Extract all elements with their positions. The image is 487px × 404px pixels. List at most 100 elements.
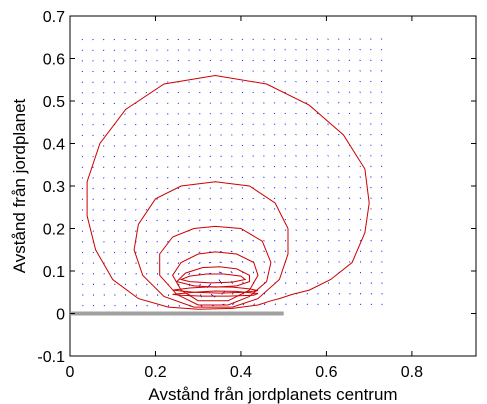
vector-field (81, 38, 383, 307)
field-arrow (348, 91, 351, 93)
x-axis-ticks: 0 0.2 0.4 0.6 0.8 (66, 16, 423, 381)
field-arrow (305, 144, 308, 146)
field-arrow (274, 250, 276, 253)
field-arrow (167, 251, 169, 254)
field-arrow (380, 91, 383, 93)
field-arrow (177, 230, 180, 232)
field-arrow (380, 38, 383, 40)
field-arrow (348, 102, 351, 104)
x-tick-label: 0 (66, 364, 75, 381)
field-arrow (134, 134, 137, 136)
field-arrow (81, 113, 84, 115)
field-arrow (316, 165, 319, 168)
field-arrow (380, 112, 383, 115)
field-arrow (348, 123, 351, 125)
field-arrow (338, 208, 340, 210)
field-arrow (327, 176, 329, 178)
y-tick-label: 0.4 (43, 137, 65, 154)
field-arrow (92, 70, 94, 73)
field-arrow (305, 102, 308, 104)
field-arrow (92, 124, 94, 126)
field-arrow (295, 218, 297, 221)
y-tick-label: 0.2 (43, 222, 65, 239)
field-arrow (295, 144, 297, 146)
field-arrow (81, 219, 84, 222)
field-arrow (102, 92, 105, 94)
field-arrow (135, 187, 137, 190)
field-arrow (327, 80, 329, 83)
field-arrow (124, 113, 126, 115)
field-arrow (113, 187, 116, 190)
field-arrow (188, 272, 191, 276)
field-arrow (177, 209, 180, 211)
field-arrow (273, 187, 276, 189)
field-arrow (327, 229, 329, 231)
field-arrow (338, 197, 340, 199)
field-arrow (359, 123, 361, 125)
field-arrow (253, 303, 255, 306)
x-tick-label: 0.2 (144, 364, 166, 381)
field-arrow (81, 187, 84, 190)
field-arrow (295, 197, 297, 200)
field-arrow (295, 208, 297, 210)
field-arrow (188, 251, 190, 254)
field-arrow (102, 49, 105, 51)
field-arrow (124, 155, 126, 158)
field-arrow (124, 187, 126, 190)
field-arrow (263, 187, 265, 189)
field-arrow (92, 209, 94, 211)
field-arrow (295, 155, 297, 157)
field-arrow (370, 112, 372, 115)
field-arrow (348, 208, 351, 210)
y-tick-label: 0.7 (43, 9, 65, 26)
field-arrow (124, 134, 126, 136)
field-arrow (156, 209, 158, 211)
field-arrow (135, 198, 137, 200)
field-arrow (145, 241, 148, 243)
field-arrow (113, 198, 116, 200)
field-arrow (145, 145, 148, 147)
field-arrow (230, 250, 233, 253)
field-arrow (252, 240, 255, 242)
field-arrow (188, 240, 190, 243)
field-arrow (306, 208, 308, 210)
field-arrow (338, 80, 340, 83)
field-arrow (327, 208, 329, 210)
field-arrow (316, 155, 319, 157)
field-arrow (338, 186, 340, 189)
contour-line-ring8 (172, 290, 259, 297)
field-arrow (370, 208, 372, 210)
field-arrow (177, 219, 180, 221)
contour-line-ring7 (172, 286, 259, 294)
field-arrow (113, 145, 116, 147)
field-arrow (102, 81, 105, 83)
field-arrow (380, 59, 383, 61)
field-arrow (166, 198, 169, 200)
field-arrow (145, 219, 148, 222)
field-arrow (338, 229, 340, 231)
field-arrow (81, 166, 84, 169)
field-arrow (177, 272, 180, 275)
field-arrow (370, 133, 372, 136)
field-arrow (156, 219, 158, 222)
field-arrow (124, 219, 126, 222)
field-arrow (359, 144, 361, 146)
field-arrow (134, 155, 137, 158)
field-arrow (380, 70, 383, 72)
field-arrow (177, 262, 180, 265)
field-arrow (316, 144, 319, 146)
field-arrow (359, 70, 361, 72)
field-arrow (198, 262, 201, 264)
y-tick-label: 0.3 (43, 179, 65, 196)
field-arrow (359, 155, 361, 157)
field-arrow (252, 219, 254, 221)
field-arrow (135, 230, 137, 232)
y-axis-ticks: -0.1 0 0.1 0.2 0.3 0.4 0.5 0.6 0.7 (37, 9, 476, 366)
field-arrow (327, 133, 329, 136)
field-arrow (370, 123, 372, 125)
field-arrow (305, 176, 308, 178)
field-arrow (348, 70, 351, 72)
field-arrow (81, 209, 84, 211)
field-arrow (337, 49, 340, 51)
field-arrow (145, 198, 148, 200)
